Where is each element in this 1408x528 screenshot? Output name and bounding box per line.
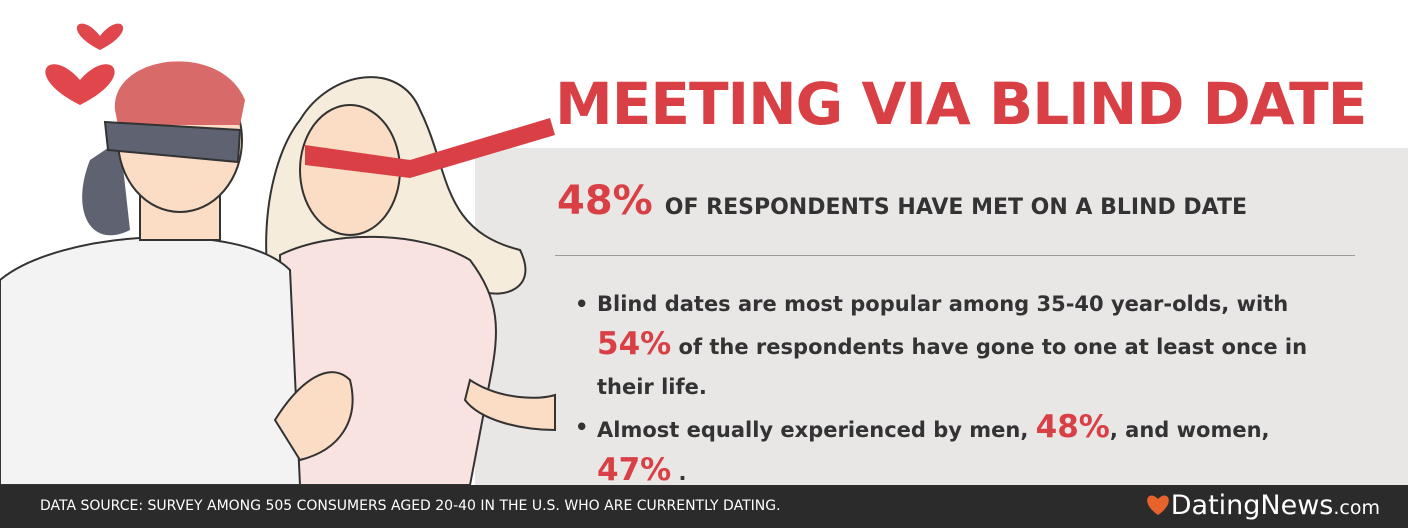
hand (273, 371, 354, 462)
bullet-text: , and women, (1109, 418, 1270, 442)
bullet-text: Blind dates are most popular among 35-40… (597, 292, 1289, 316)
heart (76, 23, 124, 50)
brand: DatingNews.com (1145, 490, 1380, 521)
headline: 48% OF RESPONDENTS HAVE MET ON A BLIND DA… (557, 178, 1247, 224)
data-source: DATA SOURCE: SURVEY AMONG 505 CONSUMERS … (40, 498, 781, 514)
footer-bar (0, 485, 1408, 528)
bullet: Almost equally experienced by men, 48%, … (575, 407, 1345, 493)
man-body (0, 236, 302, 485)
man-hair-back (82, 140, 130, 236)
bullet-stat: 47% (597, 452, 672, 488)
hand (463, 378, 556, 432)
brand-suffix: .com (1333, 497, 1380, 519)
bullet-stat: 54% (597, 326, 672, 362)
divider (555, 255, 1355, 256)
bullet-text: Almost equally experienced by men, (597, 418, 1029, 442)
brand-icon (1146, 495, 1169, 515)
title: MEETING VIA BLIND DATE (555, 70, 1367, 138)
man-hair (114, 61, 245, 125)
bullet-stat: 48% (1035, 409, 1110, 445)
bullet-text: . (678, 461, 687, 485)
heart (45, 64, 115, 105)
bullet-list: Blind dates are most popular among 35-40… (575, 284, 1345, 493)
blindfold (305, 118, 555, 178)
illustration (0, 23, 556, 485)
bullet-text: of the respondents have gone to one at l… (597, 335, 1308, 399)
brand-name: DatingNews (1170, 490, 1334, 521)
blindfold (103, 120, 242, 164)
bullet: Blind dates are most popular among 35-40… (575, 284, 1345, 407)
headline-text: OF RESPONDENTS HAVE MET ON A BLIND DATE (664, 195, 1248, 220)
headline-stat: 48% (557, 178, 653, 224)
